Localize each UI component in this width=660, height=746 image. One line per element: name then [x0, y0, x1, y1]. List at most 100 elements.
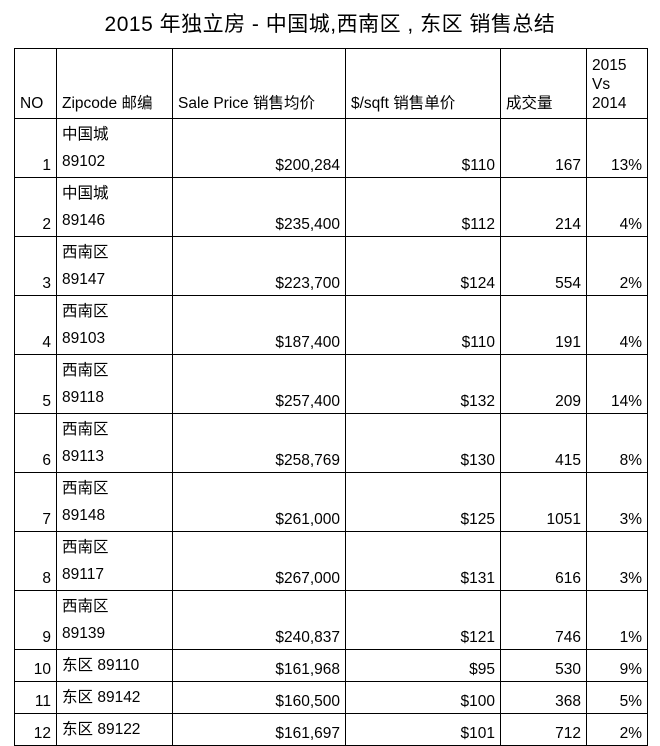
row-number: 4	[14, 295, 57, 355]
area-name: 西南区	[62, 480, 109, 497]
table-row: 7 西南区 89148 $261,000 $125 1051 3%	[14, 472, 648, 532]
price-per-sqft-cell: $132	[345, 354, 501, 414]
area-name: 西南区	[62, 598, 109, 615]
table-row: 1 中国城 89102 $200,284 $110 167 13%	[14, 118, 648, 178]
sales-count-cell: 368	[500, 681, 587, 714]
page-title: 2015 年独立房 - 中国城,西南区 , 东区 销售总结	[104, 13, 556, 36]
zipcode-value: 89147	[62, 271, 106, 288]
sales-count-cell: 746	[500, 590, 587, 650]
header-comparison-line-3: 2014	[592, 95, 627, 112]
year-change-cell: 8%	[586, 413, 648, 473]
row-number: 1	[14, 118, 57, 178]
year-change-cell: 3%	[586, 531, 648, 591]
sale-price-cell: $223,700	[172, 236, 346, 296]
table-row: 8 西南区 89117 $267,000 $131 616 3%	[14, 531, 648, 591]
zipcode-cell: 西南区 89113	[56, 413, 173, 473]
price-per-sqft-cell: $131	[345, 531, 501, 591]
row-number: 5	[14, 354, 57, 414]
area-name: 西南区	[62, 362, 109, 379]
sales-count-cell: 214	[500, 177, 587, 237]
header-row: NO Zipcode 邮编 Sale Price 销售均价 $/sqft 销售单…	[14, 48, 648, 119]
row-number: 7	[14, 472, 57, 532]
year-change-cell: 4%	[586, 177, 648, 237]
sale-price-cell: $261,000	[172, 472, 346, 532]
price-per-sqft-cell: $101	[345, 713, 501, 746]
year-change-cell: 9%	[586, 649, 648, 682]
area-name: 西南区	[62, 421, 109, 438]
row-number: 10	[14, 649, 57, 682]
table-row: 4 西南区 89103 $187,400 $110 191 4%	[14, 295, 648, 355]
zipcode-cell: 东区 89110	[56, 649, 173, 682]
sale-price-cell: $160,500	[172, 681, 346, 714]
header-sale-price: Sale Price 销售均价	[172, 48, 346, 119]
sales-count-cell: 554	[500, 236, 587, 296]
zipcode-cell: 西南区 89118	[56, 354, 173, 414]
sales-count-cell: 1051	[500, 472, 587, 532]
table-row: 6 西南区 89113 $258,769 $130 415 8%	[14, 413, 648, 473]
year-change-cell: 14%	[586, 354, 648, 414]
table-row: 5 西南区 89118 $257,400 $132 209 14%	[14, 354, 648, 414]
header-zipcode: Zipcode 邮编	[56, 48, 173, 119]
year-change-cell: 5%	[586, 681, 648, 714]
zipcode-cell: 西南区 89147	[56, 236, 173, 296]
sales-count-cell: 616	[500, 531, 587, 591]
area-name: 西南区	[62, 539, 109, 556]
zipcode-cell: 中国城 89146	[56, 177, 173, 237]
sales-count-cell: 167	[500, 118, 587, 178]
price-per-sqft-cell: $95	[345, 649, 501, 682]
sale-price-cell: $161,697	[172, 713, 346, 746]
table-row: 2 中国城 89146 $235,400 $112 214 4%	[14, 177, 648, 237]
sales-count-cell: 415	[500, 413, 587, 473]
table-row: 11 东区 89142 $160,500 $100 368 5%	[14, 681, 648, 714]
year-change-cell: 1%	[586, 590, 648, 650]
header-comparison-line-1: 2015	[592, 57, 627, 74]
area-name: 东区	[62, 657, 94, 674]
row-number: 3	[14, 236, 57, 296]
row-number: 2	[14, 177, 57, 237]
area-name: 西南区	[62, 303, 109, 320]
sale-price-cell: $187,400	[172, 295, 346, 355]
price-per-sqft-cell: $124	[345, 236, 501, 296]
zipcode-value: 89103	[62, 330, 106, 347]
price-per-sqft-cell: $110	[345, 295, 501, 355]
sale-price-cell: $258,769	[172, 413, 346, 473]
header-price-per-sqft: $/sqft 销售单价	[345, 48, 501, 119]
sale-price-cell: $200,284	[172, 118, 346, 178]
zipcode-cell: 东区 89122	[56, 713, 173, 746]
price-per-sqft-cell: $121	[345, 590, 501, 650]
zipcode-cell: 西南区 89139	[56, 590, 173, 650]
table-row: 10 东区 89110 $161,968 $95 530 9%	[14, 649, 648, 682]
sale-price-cell: $240,837	[172, 590, 346, 650]
zipcode-value: 89139	[62, 625, 106, 642]
sales-count-cell: 209	[500, 354, 587, 414]
area-name: 东区	[62, 721, 94, 738]
header-year-comparison: 2015 Vs 2014	[586, 48, 648, 119]
zipcode-value: 89146	[62, 212, 106, 229]
zipcode-cell: 东区 89142	[56, 681, 173, 714]
sale-price-cell: $161,968	[172, 649, 346, 682]
sales-count-cell: 191	[500, 295, 587, 355]
zipcode-cell: 西南区 89117	[56, 531, 173, 591]
zipcode-cell: 西南区 89103	[56, 295, 173, 355]
year-change-cell: 13%	[586, 118, 648, 178]
table-row: 12 东区 89122 $161,697 $101 712 2%	[14, 713, 648, 746]
area-name: 中国城	[62, 185, 109, 202]
zipcode-value: 89102	[62, 153, 106, 170]
table-row: 9 西南区 89139 $240,837 $121 746 1%	[14, 590, 648, 650]
year-change-cell: 3%	[586, 472, 648, 532]
zipcode-value: 89118	[62, 389, 104, 406]
row-number: 8	[14, 531, 57, 591]
zipcode-cell: 西南区 89148	[56, 472, 173, 532]
row-number: 11	[14, 681, 57, 714]
sale-price-cell: $257,400	[172, 354, 346, 414]
zipcode-value: 89148	[62, 507, 106, 524]
row-number: 9	[14, 590, 57, 650]
table-body: 1 中国城 89102 $200,284 $110 167 13% 2 中国城 89146 $235…	[14, 118, 648, 746]
price-per-sqft-cell: $110	[345, 118, 501, 178]
price-per-sqft-cell: $112	[345, 177, 501, 237]
zipcode-value: 89113	[62, 448, 104, 465]
sales-summary-table: NO Zipcode 邮编 Sale Price 销售均价 $/sqft 销售单…	[14, 48, 648, 746]
year-change-cell: 4%	[586, 295, 648, 355]
area-name: 西南区	[62, 244, 109, 261]
row-number: 6	[14, 413, 57, 473]
